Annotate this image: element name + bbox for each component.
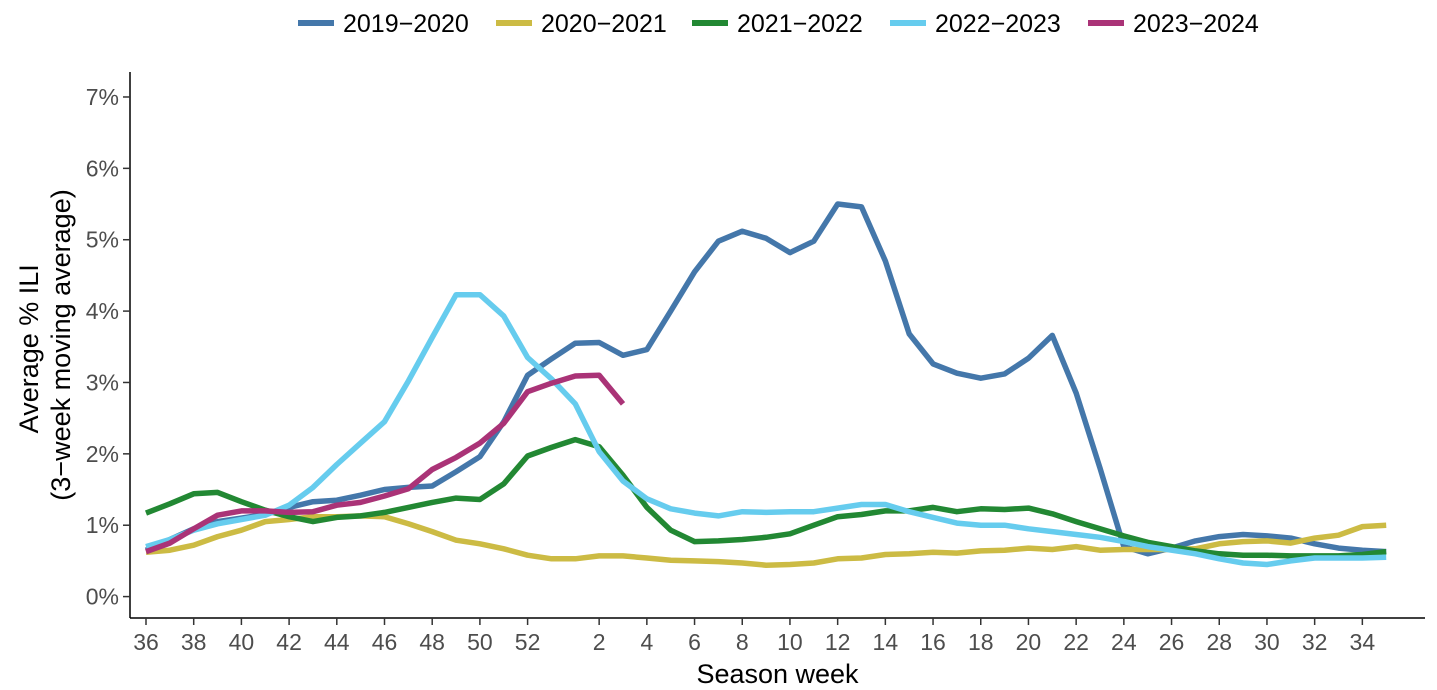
x-tick-label: 10 [777,629,803,655]
legend-label-1: 2019−2020 [343,10,469,38]
x-tick-label: 14 [873,629,899,655]
x-tick-label: 52 [515,629,541,655]
x-tick-label: 22 [1063,629,1089,655]
x-tick-label: 8 [736,629,749,655]
x-tick-label: 34 [1350,629,1376,655]
y-tick-label: 2% [86,441,119,467]
x-axis-title: Season week [696,659,859,689]
y-axis-title-line-1: Average % ILI [14,264,44,433]
series-line-3 [144,436,1387,559]
y-axis-title-line-2: (3−week moving average) [46,189,76,500]
y-tick-label: 6% [86,155,119,181]
x-tick-label: 4 [640,629,653,655]
y-tick-label: 5% [86,227,119,253]
x-tick-label: 6 [688,629,701,655]
x-tick-label: 42 [276,629,302,655]
x-tick-label: 48 [419,629,445,655]
x-tick-label: 16 [920,629,946,655]
x-tick-label: 30 [1254,629,1280,655]
legend-label-5: 2023−2024 [1133,10,1259,38]
y-tick-label: 7% [86,84,119,110]
series-line-4 [145,291,1387,568]
x-tick-label: 44 [324,629,350,655]
x-axis: 36 38 40 42 44 46 48 50 52 2 4 6 8 10 12 14 16 18 20 22 24 26… [130,617,1425,655]
series-line-1 [144,201,1387,557]
x-tick-label: 20 [1016,629,1042,655]
x-tick-label: 28 [1206,629,1232,655]
y-tick-label: 1% [86,512,119,538]
legend-label-2: 2020−2021 [541,10,667,38]
x-tick-label: 2 [593,629,606,655]
x-tick-label: 46 [372,629,398,655]
x-tick-label: 50 [467,629,493,655]
legend-label-4: 2022−2023 [935,10,1061,38]
x-tick-label: 24 [1111,629,1137,655]
legend-label-3: 2021−2022 [737,10,863,38]
x-tick-label: 18 [968,629,994,655]
x-tick-label: 26 [1159,629,1185,655]
y-axis: 0% 1% 2% 3% 4% 5% 6% 7% [86,72,131,618]
x-tick-label: 40 [229,629,255,655]
x-tick-label: 36 [133,629,159,655]
x-tick-label: 32 [1302,629,1328,655]
series-lines [144,201,1387,568]
legend: 2019−2020 2020−2021 2021−2022 2022−2023 2023… [298,10,1259,38]
series-line-5 [145,372,626,555]
y-tick-label: 3% [86,369,119,395]
y-axis-title: Average % ILI (3−week moving average) [14,189,76,500]
y-tick-label: 4% [86,298,119,324]
x-tick-label: 12 [825,629,851,655]
x-tick-label: 38 [181,629,207,655]
y-tick-label: 0% [86,584,119,610]
